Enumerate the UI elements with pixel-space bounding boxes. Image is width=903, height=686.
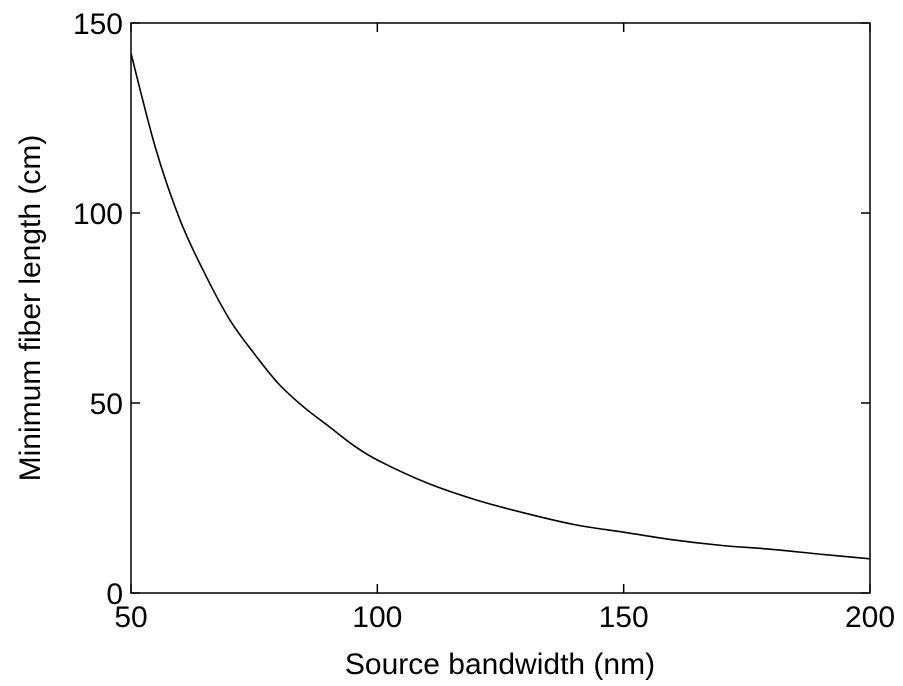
x-axis-ticks — [130, 23, 871, 593]
x-axis-tick-labels: 50 100 150 200 — [114, 601, 895, 634]
y-tick-label: 100 — [73, 198, 123, 231]
y-tick-label: 150 — [73, 8, 123, 41]
x-tick-label: 100 — [352, 601, 402, 634]
y-tick-label: 0 — [106, 578, 123, 611]
plot-area — [130, 22, 871, 594]
y-axis-tick-labels: 0 50 100 150 — [73, 8, 123, 611]
x-axis-label: Source bandwidth (nm) — [345, 648, 655, 681]
y-axis-label: Minimum fiber length (cm) — [14, 135, 47, 482]
y-tick-label: 50 — [90, 388, 123, 421]
x-tick-label: 150 — [599, 601, 649, 634]
x-tick-label: 200 — [845, 601, 895, 634]
y-axis-ticks — [131, 22, 870, 594]
series-line — [130, 53, 871, 560]
x-tick-label: 50 — [114, 601, 147, 634]
